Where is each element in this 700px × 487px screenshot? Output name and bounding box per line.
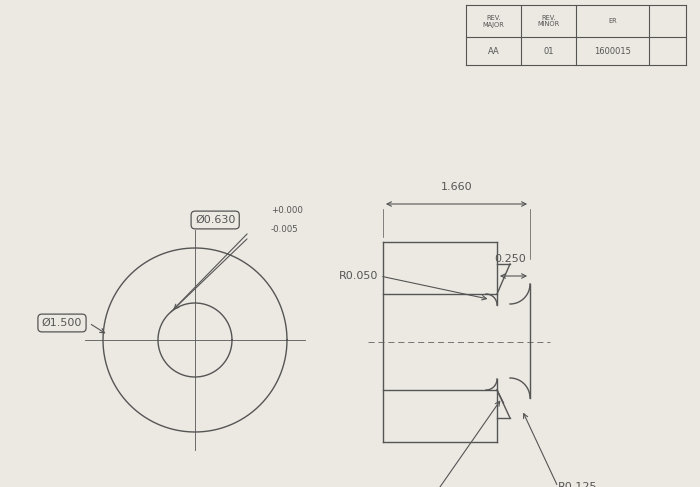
Text: 0.250: 0.250	[494, 254, 526, 264]
Text: 1600015: 1600015	[594, 46, 631, 56]
Text: -0.005: -0.005	[271, 225, 299, 234]
Text: 01: 01	[543, 46, 554, 56]
Text: 1.660: 1.660	[441, 182, 472, 192]
Text: R0.125: R0.125	[558, 482, 598, 487]
Text: Ø1.500: Ø1.500	[42, 318, 82, 328]
Text: ER: ER	[608, 18, 617, 24]
Text: AA: AA	[488, 46, 499, 56]
Text: REV.
MINOR: REV. MINOR	[538, 15, 559, 27]
Text: Ø0.630: Ø0.630	[195, 215, 235, 225]
Text: +0.000: +0.000	[271, 206, 303, 215]
Text: REV.
MAJOR: REV. MAJOR	[482, 15, 505, 27]
Text: R0.050: R0.050	[339, 271, 378, 281]
